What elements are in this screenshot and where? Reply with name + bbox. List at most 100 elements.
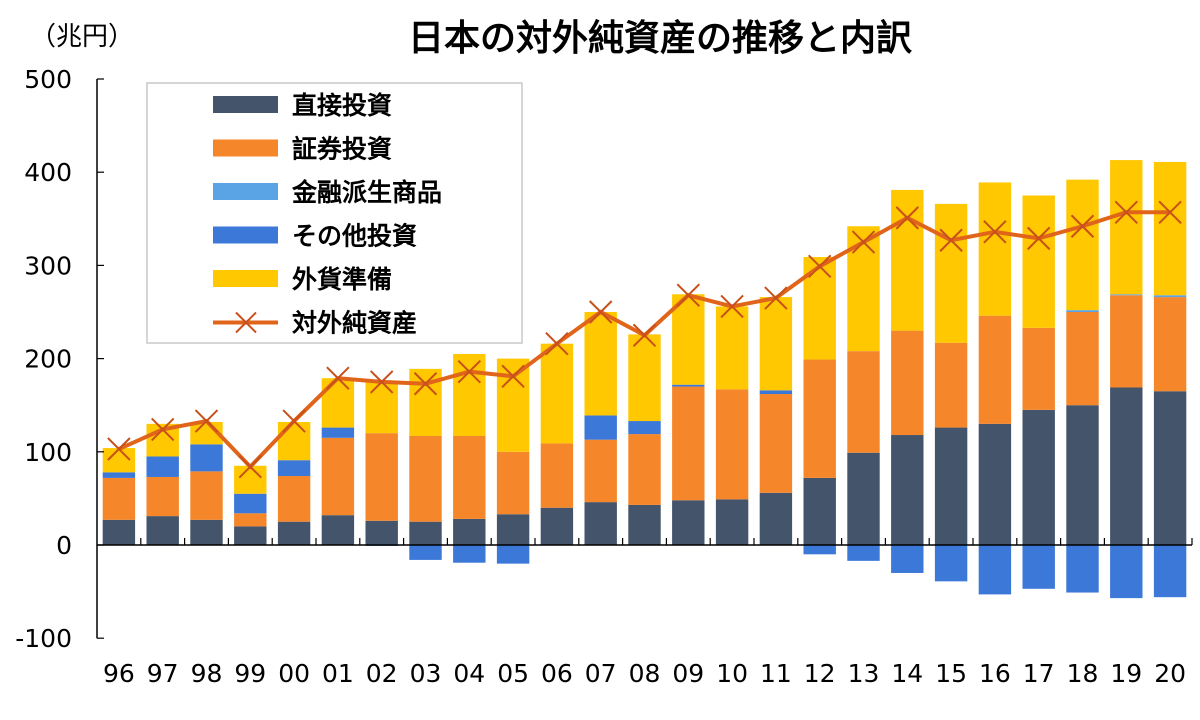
bar-1-13 (847, 351, 880, 453)
legend-label-5: 対外純資産 (292, 309, 417, 338)
bar-4-02 (365, 381, 398, 434)
bar-2-19 (1110, 294, 1143, 296)
bar-1-06 (540, 443, 574, 508)
bar-4-14 (891, 189, 924, 331)
bar-4-20 (1153, 161, 1187, 296)
bar-4-18 (1066, 179, 1099, 311)
bar-3-97 (146, 456, 179, 477)
axes-layer: -100 0 100 200 300 400 500 96 97 98 99 00 01 02 03 04 05… (15, 65, 1193, 688)
bar-0-03 (409, 521, 442, 545)
x-tick-label: 01 (322, 659, 354, 688)
bar-3-01 (321, 427, 355, 438)
bar-0-10 (715, 499, 749, 545)
x-tick-label: 14 (891, 659, 923, 688)
bar-4-01 (321, 378, 355, 428)
bar-3-98 (190, 444, 223, 472)
x-tick-label: 02 (366, 659, 398, 688)
net-assets-point-05 (501, 364, 525, 389)
bar-3-07 (584, 415, 617, 440)
bar-1-07 (584, 439, 617, 503)
legend-swatch-2 (213, 183, 278, 200)
net-assets-point-10 (720, 294, 744, 319)
net-assets-point-04 (457, 359, 482, 384)
legend-label-3: その他投資 (292, 222, 417, 251)
legend-swatch-3 (213, 226, 278, 244)
net-assets-point-03 (413, 372, 438, 396)
x-tick-label: 03 (410, 659, 442, 688)
bar-0-15 (934, 427, 968, 545)
bar-1-19 (1110, 295, 1143, 388)
bar-3-11 (759, 390, 793, 395)
bar-4-16 (978, 182, 1012, 316)
bar-1-11 (759, 394, 793, 493)
bar-3-08 (628, 421, 661, 435)
net-assets-point-98 (194, 409, 219, 433)
x-tick-label: 08 (629, 659, 661, 688)
net-assets-point-08 (632, 323, 657, 348)
net-assets-point-14 (895, 206, 920, 230)
bar-4-17 (1022, 195, 1055, 328)
y-tick-label: -100 (15, 624, 72, 653)
net-assets-point-02 (369, 370, 394, 394)
net-assets-point-18 (1070, 214, 1095, 238)
y-axis-unit-label: （兆円） (30, 22, 134, 52)
chart-title: 日本の対外純資産の推移と内訳 (408, 18, 913, 59)
bar-1-16 (978, 315, 1012, 424)
bar-2-18 (1066, 310, 1099, 312)
bar-1-04 (453, 435, 486, 519)
net-assets-point-96 (107, 437, 131, 461)
legend-x-marker-icon (235, 311, 257, 334)
bar-1-17 (1022, 327, 1055, 410)
y-tick-label: 300 (24, 251, 72, 280)
bar-4-99 (234, 465, 267, 494)
bar-3-99 (234, 493, 267, 514)
x-tick-label: 97 (147, 659, 179, 688)
x-tick-label: 09 (672, 659, 704, 688)
bar-1-14 (891, 330, 924, 436)
net-assets-point-17 (1026, 226, 1051, 251)
bar-0-98 (190, 519, 223, 545)
net-assets-point-20 (1158, 200, 1182, 224)
y-tick-label: 0 (56, 531, 72, 560)
bar-1-02 (365, 433, 398, 521)
net-assets-point-07 (588, 300, 613, 324)
bar-4-13 (847, 226, 880, 352)
x-tick-label: 07 (585, 659, 617, 688)
net-assets-point-09 (676, 283, 701, 307)
bar-0-19 (1110, 387, 1143, 545)
x-tick-label: 11 (760, 659, 792, 688)
legend-label-2: 金融派生商品 (291, 178, 442, 207)
x-tick-label: 96 (103, 659, 135, 688)
bar-0-18 (1066, 405, 1099, 545)
bar-1-09 (672, 386, 705, 501)
bar-1-01 (321, 437, 355, 516)
bar-0-16 (978, 423, 1012, 545)
bar-1-08 (628, 434, 661, 505)
bar-0-99 (234, 526, 267, 545)
x-tick-label: 00 (278, 659, 310, 688)
bar-0-05 (496, 514, 530, 545)
bar-3-15 (934, 545, 968, 582)
x-tick-label: 13 (848, 659, 880, 688)
legend-label-1: 証券投資 (292, 135, 392, 164)
net-assets-point-97 (150, 417, 175, 442)
bar-1-99 (234, 513, 267, 527)
line-layer (107, 200, 1182, 479)
bar-1-00 (277, 476, 311, 522)
bar-4-00 (277, 421, 311, 461)
bar-3-00 (277, 460, 311, 477)
x-tick-label: 18 (1067, 659, 1099, 688)
x-tick-label: 19 (1110, 659, 1142, 688)
bar-4-04 (453, 353, 486, 436)
x-tick-label: 05 (497, 659, 529, 688)
bars-layer (102, 160, 1187, 599)
bar-3-05 (496, 545, 530, 564)
net-assets-point-13 (851, 230, 876, 254)
x-tick-label: 17 (1023, 659, 1055, 688)
legend-swatch-1 (213, 139, 278, 157)
bar-1-98 (190, 471, 223, 520)
bar-0-97 (146, 516, 179, 545)
bar-3-16 (978, 545, 1012, 595)
